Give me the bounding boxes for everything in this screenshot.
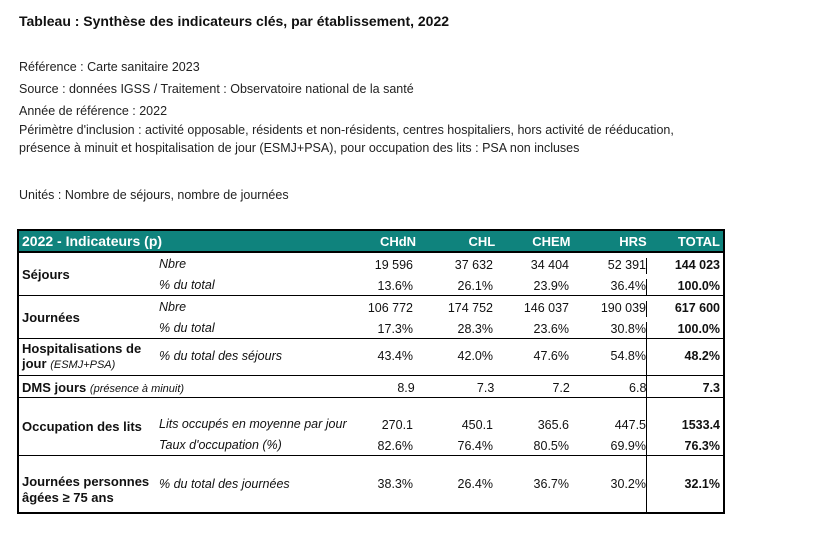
group-label: Séjours [22,266,70,282]
table-row: DMS jours (présence à minuit) 8.9 7.3 7.… [19,376,723,397]
cell: 23.6% [533,322,569,336]
cell: 106 772 [367,301,413,315]
row-sublabel: Nbre [159,257,187,271]
meta-reference: Référence : Carte sanitaire 2023 [19,60,200,74]
cell: 23.9% [533,279,569,293]
cell: 43.4% [377,349,413,363]
group-dms: DMS jours (présence à minuit) 8.9 7.3 7.… [19,376,723,398]
cell-total: 100.0% [646,279,723,295]
cell: 7.2 [552,381,570,395]
cell: 26.4% [457,477,493,491]
cell: 80.5% [533,439,569,453]
cell: 26.1% [457,279,493,293]
cell: 30.2% [610,477,646,491]
cell: 69.9% [610,439,646,453]
row-sublabel: % du total des séjours [159,349,282,363]
cell: 30.8% [610,322,646,336]
indicators-table: 2022 - Indicateurs (p) CHdN CHL CHEM HRS… [17,229,725,514]
cell: 365.6 [537,418,569,432]
row-sublabel: % du total [159,278,215,292]
meta-perimetre: Périmètre d'inclusion : activité opposab… [19,123,674,155]
table-row: % du total des journées 38.3% 26.4% 36.7… [157,456,723,512]
table-row: % du total 13.6% 26.1% 23.9% 36.4% 100.0… [157,274,723,295]
table-row: % du total 17.3% 28.3% 23.6% 30.8% 100.0… [157,317,723,338]
group-sejours: Séjours Nbre 19 596 37 632 34 404 52 391… [19,253,723,296]
meta-source: Source : données IGSS / Traitement : Obs… [19,82,414,96]
meta-unites: Unités : Nombre de séjours, nombre de jo… [19,188,289,202]
col-header-total: TOTAL [677,233,720,249]
row-sublabel: Nbre [159,300,187,314]
cell: 447.5 [614,418,646,432]
group-label: DMS jours (présence à minuit) [19,380,359,397]
cell: 7.3 [476,381,495,395]
cell: 190 039 [600,301,646,315]
group-label: Occupation des lits [22,419,142,434]
header-label: 2022 - Indicateurs (p) [22,233,163,249]
cell: 76.4% [457,439,493,453]
cell: 146 037 [523,301,569,315]
group-label: Journées [22,309,80,325]
cell: 36.7% [533,477,569,491]
table-row: Nbre 106 772 174 752 146 037 190 039 617… [157,296,723,317]
cell: 47.6% [533,349,569,363]
cell: 38.3% [377,477,413,491]
cell-total: 100.0% [646,322,723,338]
cell-total: 144 023 [646,258,723,274]
group-hospitalisations: Hospitalisations de jour (ESMJ+PSA) % du… [19,339,723,376]
cell: 82.6% [377,439,413,453]
table-row: Taux d'occupation (%) 82.6% 76.4% 80.5% … [157,434,723,455]
group-label-note: (présence à minuit) [89,383,185,395]
cell-total: 48.2% [646,339,723,375]
table-header: 2022 - Indicateurs (p) CHdN CHL CHEM HRS… [19,231,723,253]
cell: 8.9 [397,381,415,395]
table-row: % du total des séjours 43.4% 42.0% 47.6%… [157,339,723,375]
col-header: CHL [468,233,496,249]
cell-total: 1533.4 [646,398,723,434]
group-occupation: Occupation des lits Lits occupés en moye… [19,398,723,456]
cell: 37 632 [454,258,493,272]
cell: 450.1 [461,418,493,432]
meta-annee: Année de référence : 2022 [19,104,168,118]
table-row: Lits occupés en moyenne par jour 270.1 4… [157,398,723,434]
cell: 36.4% [610,279,646,293]
table-row: Nbre 19 596 37 632 34 404 52 391 144 023 [157,253,723,274]
group-label-note: (ESMJ+PSA) [50,359,116,371]
cell-total: 7.3 [646,376,723,397]
col-header: CHEM [532,233,571,249]
cell: 13.6% [377,279,413,293]
cell: 6.8 [629,381,647,395]
row-sublabel: % du total [159,321,215,335]
cell: 270.1 [381,418,413,432]
col-header: HRS [619,233,647,249]
cell-total: 76.3% [646,434,723,455]
group-label: Journées personnes âgées ≥ 75 ans [22,474,150,505]
cell: 34 404 [530,258,569,272]
cell-total: 617 600 [646,301,723,317]
page-title: Tableau : Synthèse des indicateurs clés,… [19,13,450,29]
cell: 42.0% [457,349,493,363]
row-sublabel: % du total des journées [159,477,290,491]
group-label-text: Hospitalisations de jour [22,341,142,371]
group-label-text: DMS jours [22,380,87,395]
cell: 52 391 [607,258,646,272]
col-header: CHdN [379,233,417,249]
cell: 19 596 [374,258,413,272]
cell: 174 752 [447,301,493,315]
cell-total: 32.1% [646,456,723,512]
cell: 54.8% [610,349,646,363]
cell: 28.3% [457,322,493,336]
row-sublabel: Taux d'occupation (%) [159,438,282,452]
row-sublabel: Lits occupés en moyenne par jour [159,417,347,431]
group-label: Hospitalisations de jour (ESMJ+PSA) [19,339,157,375]
group-journees: Journées Nbre 106 772 174 752 146 037 19… [19,296,723,339]
cell: 17.3% [377,322,413,336]
group-personnes-agees: Journées personnes âgées ≥ 75 ans % du t… [19,456,723,512]
